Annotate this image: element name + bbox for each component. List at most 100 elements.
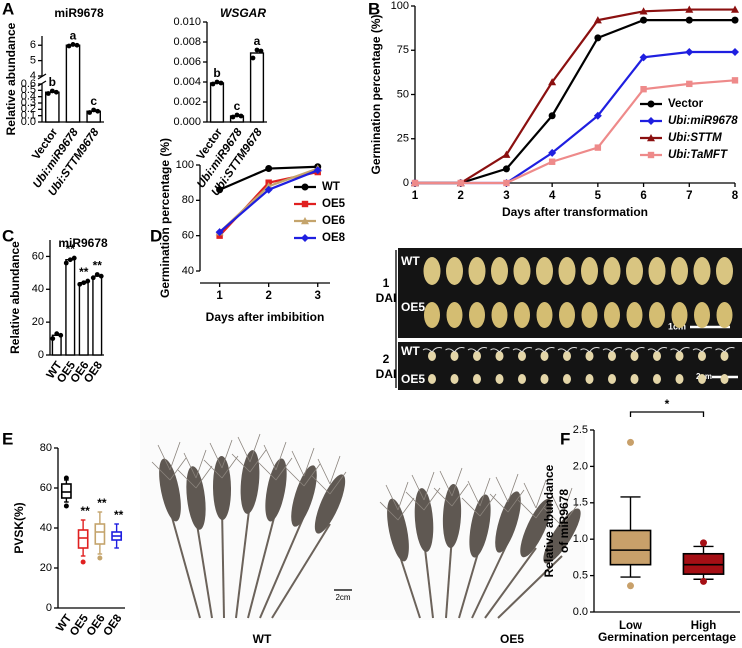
wheat-awns <box>461 477 497 517</box>
day-label: 2 <box>383 352 390 366</box>
day-label: 1 <box>383 276 390 290</box>
y-tick-label: 100 <box>176 159 194 171</box>
x-tick-label: 2 <box>265 290 271 302</box>
y-tick-label: 0.5 <box>573 570 588 582</box>
wheat-awns <box>203 439 239 479</box>
data-point <box>548 158 556 165</box>
x-tick-label: 1 <box>216 290 223 302</box>
y-tick-label: 0 <box>403 177 409 189</box>
data-point <box>216 186 224 194</box>
data-point <box>594 144 602 151</box>
seed <box>468 257 486 285</box>
y-tick-label: 1.5 <box>573 497 588 509</box>
data-point <box>234 112 240 118</box>
seed <box>450 374 459 384</box>
bar <box>65 44 81 123</box>
data-point <box>81 280 87 286</box>
data-point <box>548 78 557 86</box>
seed <box>626 302 643 328</box>
wheat-spike <box>265 458 287 522</box>
data-point <box>639 7 648 15</box>
data-point <box>685 5 694 13</box>
data-point <box>258 48 264 54</box>
legend-label: WT <box>322 181 340 193</box>
x-tick-label: 5 <box>595 190 602 202</box>
data-point <box>411 179 419 187</box>
y-tick-label: 25 <box>397 133 409 145</box>
seed <box>495 351 504 361</box>
seed <box>671 257 688 285</box>
annotation: ** <box>80 504 90 518</box>
seed <box>698 351 706 361</box>
seed <box>585 374 594 384</box>
seed <box>653 374 661 384</box>
y-tick-label: 40 <box>32 283 44 295</box>
outlier <box>63 475 69 481</box>
y-tick-label: 0 <box>46 602 52 614</box>
legend-label: Vector <box>668 98 704 110</box>
seed <box>581 302 598 328</box>
sprout <box>557 347 578 353</box>
panel-letter: D <box>150 226 162 245</box>
wheat-stem <box>259 515 305 619</box>
data-point <box>70 42 76 47</box>
seed <box>603 257 621 285</box>
photo-label: OE5 <box>500 632 524 646</box>
seed <box>423 257 441 285</box>
y-tick-label: 0.002 <box>173 96 201 108</box>
series-line <box>415 79 736 185</box>
data-point <box>313 166 322 175</box>
seed <box>693 257 711 285</box>
seed <box>558 257 576 285</box>
chart-title: WSGAR <box>220 6 266 20</box>
data-point <box>50 336 56 341</box>
wheat-stem <box>445 535 453 619</box>
x-axis-label: Days after imbibition <box>206 310 325 324</box>
y-tick-label: 100 <box>391 0 409 12</box>
seed <box>563 374 571 384</box>
wheat-awns <box>379 481 415 521</box>
seed <box>518 351 526 361</box>
y-tick-label: 80 <box>182 194 194 206</box>
y-tick-label: 0.004 <box>173 76 201 88</box>
x-tick-label: OE8 <box>102 612 125 638</box>
bar <box>45 91 60 123</box>
outlier <box>63 503 69 509</box>
outlier <box>627 438 634 446</box>
seed <box>536 302 553 328</box>
outlier <box>80 559 86 565</box>
y-tick-label: 80 <box>40 442 52 454</box>
photo-e: 2cm WT OE5 <box>140 420 585 646</box>
bar <box>209 82 225 123</box>
x-axis-label: Days after transformation <box>502 205 648 219</box>
data-point <box>593 16 602 24</box>
data-point <box>250 55 256 61</box>
seed <box>446 257 463 285</box>
seed <box>540 351 549 361</box>
y-tick-label: 0.0 <box>21 116 36 128</box>
data-point <box>54 331 60 337</box>
sprout <box>490 347 510 353</box>
data-point <box>58 332 64 338</box>
wheat-stem <box>397 549 421 619</box>
data-point <box>91 107 97 113</box>
seed <box>473 351 481 361</box>
data-point <box>254 47 260 53</box>
seed <box>720 351 729 361</box>
wheat-awns <box>151 441 187 481</box>
legend-label: Ubi:TaMFT <box>668 149 728 161</box>
wheat-spike <box>186 466 206 530</box>
x-tick-label: 3 <box>503 190 509 202</box>
wheat-awns <box>517 479 553 519</box>
outlier <box>97 555 103 561</box>
data-point <box>640 16 648 24</box>
wheat-awns <box>405 471 441 511</box>
y-tick-label: 60 <box>182 230 194 242</box>
panel-letter: B <box>368 0 380 18</box>
wheat-stem <box>271 523 331 619</box>
bar <box>78 282 89 356</box>
y-tick-label: 0.1 <box>21 110 36 122</box>
box <box>77 529 89 549</box>
wheat-stem <box>423 539 434 619</box>
